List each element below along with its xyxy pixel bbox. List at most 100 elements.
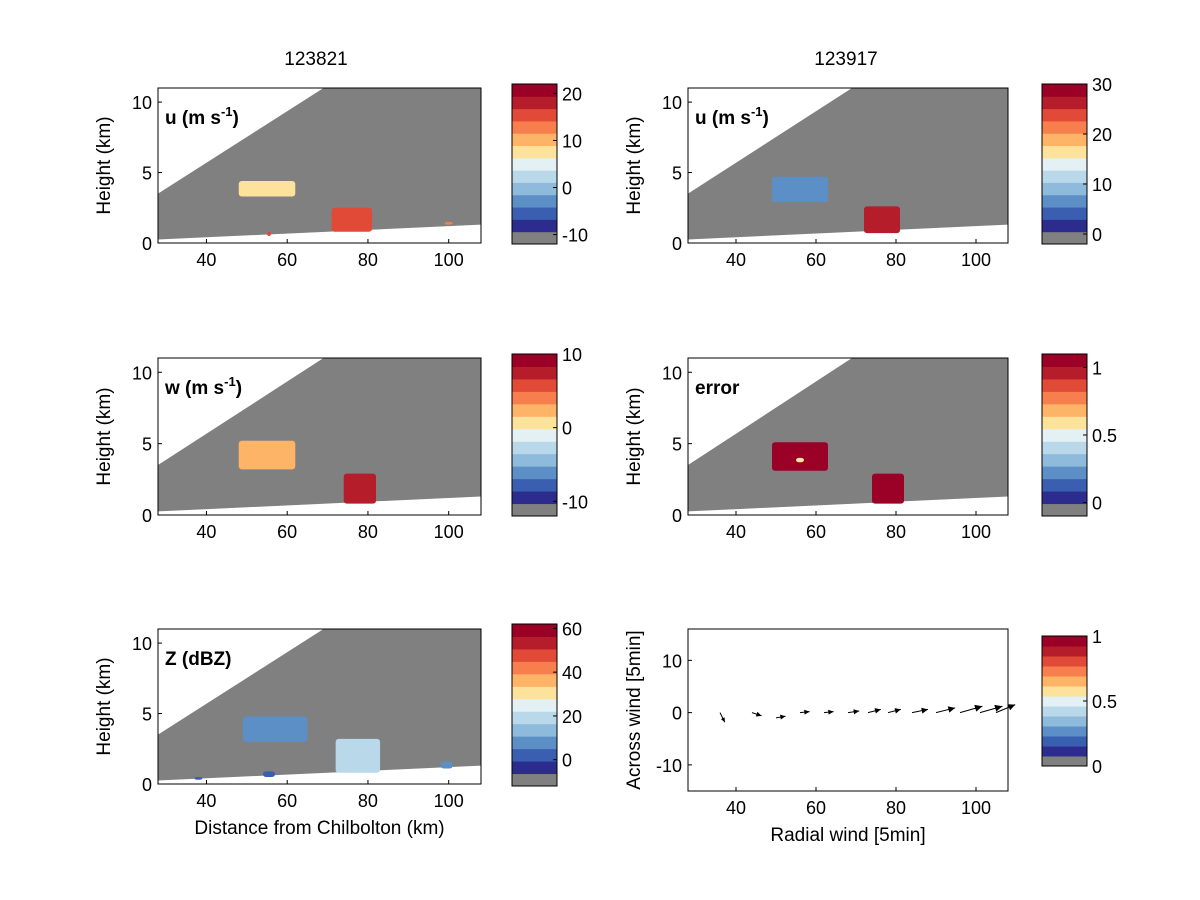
colorbar-swatch — [512, 441, 557, 455]
y-axis-label: Across wind [5min] — [624, 630, 645, 789]
colorbar-swatch — [512, 491, 557, 505]
echo-feature-1 — [238, 181, 296, 197]
field-label-end: ) — [236, 378, 242, 399]
x-tick-label: 100 — [961, 250, 991, 270]
colorbar-tick-label: 0 — [562, 419, 572, 439]
x-tick-label: 60 — [277, 522, 297, 542]
plot-area — [688, 629, 1008, 791]
column-title-left: 123821 — [284, 49, 347, 70]
colorbar-swatch — [512, 378, 557, 392]
colorbar-swatch — [1042, 120, 1087, 134]
colorbar-swatch — [1042, 219, 1087, 233]
field-label-end: ) — [763, 108, 769, 129]
x-tick-label: 100 — [434, 250, 464, 270]
colorbar-swatch — [512, 648, 557, 662]
field-label: u (m s-1) — [165, 104, 239, 129]
wind-arrowhead-7 — [874, 708, 881, 714]
echo-feature-5 — [194, 776, 203, 780]
y-tick-label: 5 — [142, 435, 152, 455]
wind-arrowhead-13 — [1007, 704, 1016, 711]
colorbar-swatch — [1042, 428, 1087, 442]
colorbar-swatch — [512, 736, 557, 750]
colorbar-swatch — [1042, 182, 1087, 196]
echo-feature-2 — [331, 207, 372, 232]
colorbar-swatch — [512, 182, 557, 196]
colorbar-tick-label: 30 — [1092, 75, 1112, 95]
x-tick-label: 60 — [806, 798, 826, 818]
x-tick-label: 100 — [961, 798, 991, 818]
wind-arrowhead-3 — [780, 714, 786, 720]
x-tick-label: 40 — [196, 791, 216, 811]
x-tick-label: 40 — [726, 522, 746, 542]
colorbar-swatch — [512, 170, 557, 183]
field-label-text: u (m s — [165, 108, 221, 129]
colorbar-swatch — [512, 636, 557, 650]
wind-arrowhead-10 — [947, 706, 956, 713]
colorbar-swatch — [512, 673, 557, 687]
colorbar-swatch — [1042, 207, 1087, 220]
axes-frame — [157, 357, 482, 516]
colorbar-swatch — [1042, 656, 1087, 667]
field-label-text: Z (dBZ) — [165, 649, 231, 670]
colorbar-frame — [511, 83, 558, 245]
colorbar-swatch — [1042, 756, 1087, 767]
panel-4: 40 60 80 100 0 5 10 Height (km) error 1 0.5 0 — [624, 353, 1117, 542]
colorbar-swatch — [1042, 736, 1087, 747]
echo-feature-3 — [262, 771, 276, 777]
colorbar-swatch — [1042, 696, 1087, 707]
field-label-text: u (m s — [695, 108, 751, 129]
colorbar-tick-label: 10 — [562, 345, 582, 365]
x-tick-label: 80 — [886, 798, 906, 818]
y-tick-label: 10 — [662, 93, 682, 113]
field-label-text: w (m s — [164, 378, 224, 399]
x-tick-label: 80 — [358, 791, 378, 811]
colorbar-swatch — [1042, 403, 1087, 417]
field-label: error — [695, 378, 740, 399]
colorbar-swatch — [512, 231, 557, 245]
x-tick-label: 40 — [726, 250, 746, 270]
colorbar-swatch — [512, 207, 557, 220]
colorbar-frame — [511, 623, 558, 787]
colorbar-swatch — [512, 466, 557, 480]
wind-arrowhead-11 — [974, 704, 983, 712]
colorbar-tick-label: -10 — [562, 492, 588, 512]
colorbar-swatch — [1042, 354, 1087, 367]
colorbar-tick-label: 0.5 — [1092, 426, 1117, 446]
colorbar-tick-label: 0 — [1092, 494, 1102, 514]
y-axis-label: Height (km) — [94, 657, 115, 755]
x-tick-label: 100 — [961, 522, 991, 542]
colorbar-frame — [511, 353, 558, 517]
colorbar-swatch — [512, 391, 557, 405]
echo-feature-2 — [796, 457, 804, 463]
colorbar-swatch — [512, 686, 557, 700]
echo-feature-4 — [440, 761, 453, 769]
colorbar-tick-label: -10 — [562, 226, 588, 246]
colorbar-tick-label: 20 — [562, 84, 582, 104]
scan-region — [158, 88, 481, 240]
y-tick-label: 10 — [132, 363, 152, 383]
colorbar-swatch — [512, 624, 557, 637]
colorbar-swatch — [512, 133, 557, 147]
colorbar-tick-label: 0.5 — [1092, 692, 1117, 712]
colorbar-swatch — [1042, 108, 1087, 122]
x-tick-label: 80 — [886, 522, 906, 542]
colorbar-swatch — [1042, 157, 1087, 171]
colorbar-swatch — [1042, 96, 1087, 110]
colorbar-swatch — [512, 354, 557, 367]
colorbar-swatch — [512, 503, 557, 517]
field-label-superscript: -1 — [224, 374, 236, 389]
colorbar-swatch — [1042, 416, 1087, 430]
y-tick-label: 0 — [672, 704, 682, 724]
colorbar-swatch — [1042, 194, 1087, 208]
colorbar-swatch — [512, 773, 557, 787]
column-title-right: 123917 — [814, 49, 877, 70]
echo-feature-1 — [238, 440, 296, 470]
wind-arrowhead-4 — [804, 709, 810, 715]
colorbar-swatch — [512, 453, 557, 467]
colorbar-frame — [1041, 83, 1088, 245]
y-tick-label: 0 — [142, 234, 152, 254]
colorbar-tick-label: 1 — [1092, 627, 1102, 647]
